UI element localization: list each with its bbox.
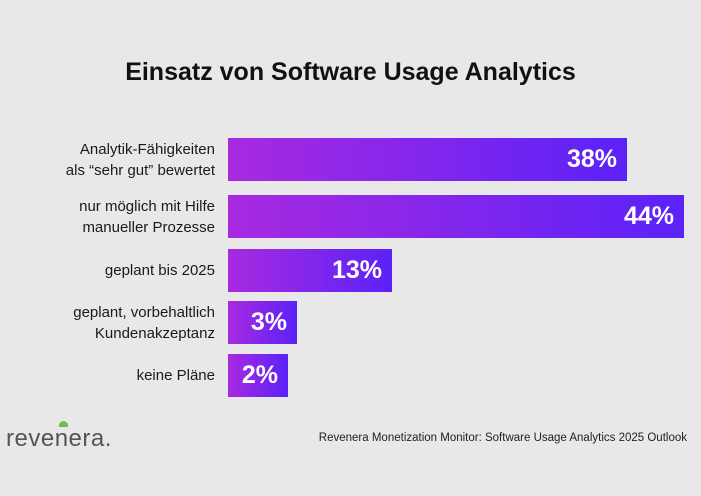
chart-title: Einsatz von Software Usage Analytics xyxy=(125,58,576,86)
revenera-logo: revenera. xyxy=(6,425,112,452)
data-label: 2% xyxy=(241,361,278,389)
bar: 13% xyxy=(228,249,392,292)
category-label: keine Pläne xyxy=(136,367,215,384)
category-label: geplant, vorbehaltlich Kundenakzeptanz xyxy=(73,303,215,342)
bar-row: geplant bis 2025 13% xyxy=(0,249,701,292)
bar: 44% xyxy=(228,195,684,238)
bar-row: geplant, vorbehaltlich Kundenakzeptanz 3… xyxy=(0,301,701,344)
category-label: geplant bis 2025 xyxy=(104,262,215,279)
bar-row: Analytik-Fähigkeiten als “sehr gut” bewe… xyxy=(0,138,701,181)
bar-row: keine Pläne 2% xyxy=(0,354,701,397)
data-label: 3% xyxy=(250,308,287,336)
leaf-icon xyxy=(59,421,68,427)
category-label: Analytik-Fähigkeiten als “sehr gut” bewe… xyxy=(65,140,215,179)
data-label: 44% xyxy=(623,202,674,230)
bar: 3% xyxy=(228,301,297,344)
bar: 38% xyxy=(228,138,627,181)
data-label: 38% xyxy=(566,145,617,173)
bar-row: nur möglich mit Hilfe manueller Prozesse… xyxy=(0,195,701,238)
bar: 2% xyxy=(228,354,288,397)
category-label: nur möglich mit Hilfe manueller Prozesse xyxy=(79,197,215,236)
data-label: 13% xyxy=(331,256,382,284)
source-note: Revenera Monetization Monitor: Software … xyxy=(318,432,687,444)
